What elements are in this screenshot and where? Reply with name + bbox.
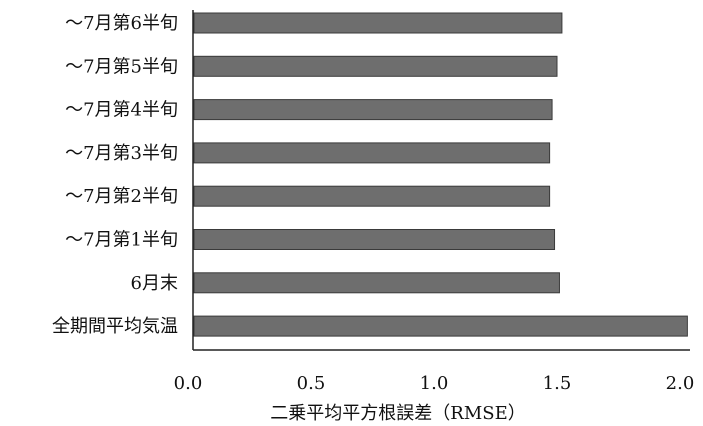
category-label: 〜7月第2半旬: [65, 186, 178, 207]
x-tick-label: 2.0: [666, 373, 695, 394]
x-tick-label: 0.0: [174, 373, 203, 394]
bar: [193, 142, 551, 164]
category-label: 〜7月第5半旬: [65, 56, 178, 77]
category-label: 6月末: [131, 273, 178, 294]
bar: [193, 12, 563, 34]
bar: [193, 185, 551, 207]
x-axis-title: 二乗平均平方根誤差（RMSE）: [270, 403, 525, 424]
category-label: 全期間平均気温: [52, 316, 178, 337]
bar: [193, 272, 560, 294]
x-tick-label: 1.0: [420, 373, 449, 394]
bars-group: [193, 12, 688, 337]
x-tick-label: 0.5: [297, 373, 326, 394]
bar: [193, 229, 556, 250]
category-label: 〜7月第1半旬: [65, 230, 178, 251]
x-tick-labels: 0.0 0.5 1.0 1.5 2.0: [174, 373, 695, 394]
bar: [193, 315, 688, 337]
x-tick-label: 1.5: [543, 373, 572, 394]
bar: [193, 55, 558, 77]
category-label: 〜7月第3半旬: [65, 143, 178, 164]
category-labels: 〜7月第6半旬〜7月第5半旬〜7月第4半旬〜7月第3半旬〜7月第2半旬〜7月第1…: [52, 13, 178, 337]
bar: [193, 99, 553, 121]
category-label: 〜7月第4半旬: [65, 100, 178, 121]
category-label: 〜7月第6半旬: [65, 13, 178, 34]
